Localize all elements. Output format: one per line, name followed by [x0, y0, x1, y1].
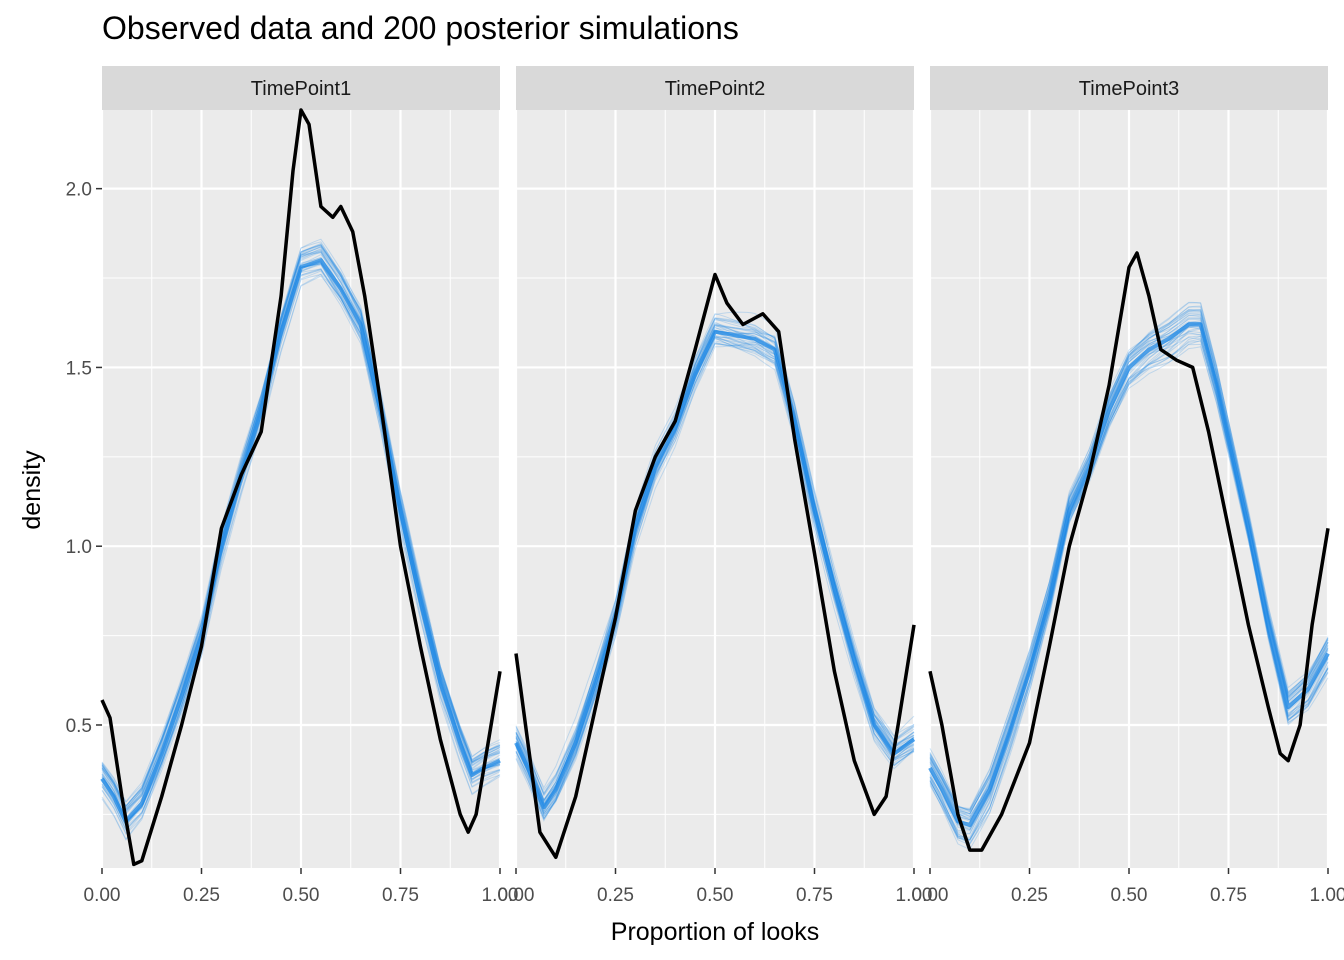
posterior-simulation-line	[101, 246, 501, 810]
x-tick-label: 0.50	[697, 885, 734, 906]
posterior-simulation-line	[929, 302, 1329, 811]
posterior-simulation-line	[929, 317, 1329, 813]
posterior-simulation-line	[101, 273, 501, 835]
posterior-simulation-line	[515, 318, 915, 797]
posterior-simulation-line	[101, 248, 501, 813]
x-tick-label: 1.00	[1310, 885, 1344, 906]
facet-label: TimePoint2	[665, 78, 765, 100]
posterior-simulation-line	[101, 244, 501, 807]
posterior-simulation-line	[515, 322, 915, 801]
facet-panel-3: TimePoint3 0.00 0.25 0.50 0.75 1.00	[912, 66, 1344, 906]
x-tick-label: 1.00	[896, 885, 933, 906]
posterior-simulation-line	[929, 335, 1329, 840]
x-tick-label: 0.50	[1111, 885, 1148, 906]
posterior-simulation-line	[515, 342, 915, 820]
facet-label: TimePoint1	[251, 78, 351, 100]
x-tick-label: 0.00	[912, 885, 949, 906]
chart-title: Observed data and 200 posterior simulati…	[102, 10, 739, 46]
y-tick-label: 1.0	[66, 537, 92, 558]
posterior-simulation-line	[929, 305, 1329, 813]
posterior-mean-line	[514, 329, 916, 810]
posterior-simulation-line	[929, 310, 1329, 812]
facet-label: TimePoint3	[1079, 78, 1179, 100]
facet-panel-2: TimePoint2 0.00 0.25 0.50 0.75 1.00	[498, 66, 933, 906]
y-axis-title: density	[18, 450, 46, 530]
posterior-simulation-line	[929, 301, 1329, 809]
x-tick-label: 0.25	[1011, 885, 1048, 906]
posterior-simulation-line	[515, 342, 915, 820]
posterior-simulation-line	[101, 273, 501, 840]
posterior-simulation-line	[929, 343, 1329, 841]
posterior-simulation-line	[101, 244, 501, 808]
posterior-simulation-line	[101, 270, 501, 834]
y-tick-label: 1.5	[66, 358, 92, 379]
posterior-simulation-line	[101, 275, 501, 841]
x-tick-label: 0.75	[382, 885, 419, 906]
posterior-simulation-line	[101, 250, 501, 811]
posterior-simulation-line	[929, 312, 1329, 815]
x-tick-label: 0.50	[283, 885, 320, 906]
posterior-simulation-line	[101, 244, 501, 807]
x-tick-label: 0.00	[84, 885, 121, 906]
x-tick-label: 0.75	[796, 885, 833, 906]
x-axis-title: Proportion of looks	[611, 918, 819, 946]
x-tick-label: 0.25	[183, 885, 220, 906]
x-tick-label: 0.00	[498, 885, 535, 906]
posterior-simulation-line	[101, 253, 501, 819]
observed-density-line	[100, 108, 502, 867]
y-tick-label: 2.0	[66, 180, 92, 201]
posterior-mean-line	[100, 258, 501, 824]
facet-strip	[930, 66, 1328, 110]
x-tick-label: 1.00	[482, 885, 519, 906]
observed-density-line	[514, 272, 916, 860]
facet-strip	[102, 66, 500, 110]
facet-panel-1: TimePoint1 0.00 0.25 0.50 0.75 1.00 0.5 1.0 1.5 2…	[66, 66, 519, 906]
posterior-simulation-line	[101, 245, 501, 811]
posterior-simulation-line	[515, 340, 915, 818]
x-tick-label: 0.75	[1210, 885, 1247, 906]
posterior-simulation-line	[101, 238, 501, 803]
posterior-simulation-line	[101, 241, 501, 804]
observed-density-line	[928, 251, 1330, 852]
posterior-simulation-line	[929, 309, 1329, 815]
x-tick-label: 0.25	[597, 885, 634, 906]
y-tick-label: 0.5	[66, 716, 92, 737]
posterior-simulation-line	[929, 308, 1329, 811]
posterior-simulation-line	[515, 317, 915, 796]
posterior-simulation-line	[101, 246, 501, 810]
posterior-simulation-line	[515, 324, 915, 802]
facet-strip	[516, 66, 914, 110]
posterior-mean-line	[928, 322, 1330, 828]
posterior-simulation-line	[929, 309, 1329, 810]
posterior-simulation-line	[515, 338, 915, 816]
